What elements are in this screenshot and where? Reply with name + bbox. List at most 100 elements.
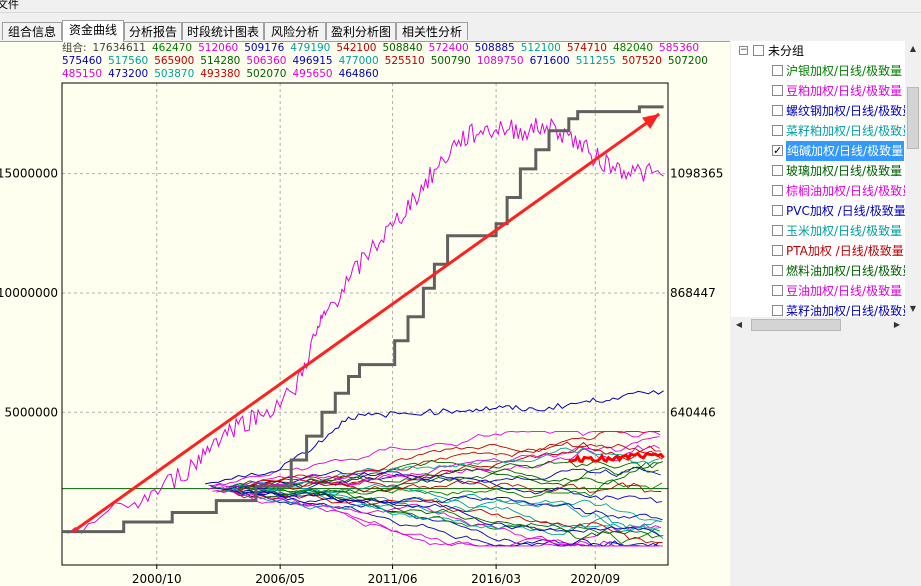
tree-group-label: 未分组 xyxy=(768,44,805,58)
legend-item: 574710 xyxy=(566,42,607,54)
scroll-down-icon[interactable]: ▼ xyxy=(905,301,921,317)
menu-file[interactable]: 文件 xyxy=(0,0,19,11)
strategy-curve xyxy=(212,489,659,547)
item-checkbox[interactable] xyxy=(772,305,783,316)
strategy-panel: − 未分组 沪银加权/日线/极致量豆粕加权/日线/极致量 螺纹钢加权/日线/极致量… xyxy=(731,41,921,585)
tab-profit-chart[interactable]: 盈利分析图 xyxy=(326,22,396,40)
tree-item[interactable]: 菜籽粕加权/日线/极致量 xyxy=(731,121,905,141)
legend-item: 565900 xyxy=(154,55,195,67)
tree-item-label: 豆油加权/日线/极致量 xyxy=(786,284,903,298)
legend-item: 477000 xyxy=(338,55,379,67)
tab-period-stats[interactable]: 时段统计图表 xyxy=(182,22,264,40)
legend-item: 507200 xyxy=(667,55,708,67)
soda-strategy-curve xyxy=(568,451,665,464)
tree-item[interactable]: 菜籽油加权/日线/极致量 xyxy=(731,301,905,317)
tree-item[interactable]: 螺纹钢加权/日线/极致量 xyxy=(731,101,905,121)
tree-item-label: 棕榈油加权/日线/极致量 xyxy=(786,184,905,198)
tree-item-label: 沪银加权/日线/极致量 xyxy=(786,64,903,78)
y-tick-label-right: 868447 xyxy=(670,286,716,300)
strategy-curve xyxy=(247,474,662,493)
axis-labels: 5000000 10000000 15000000 640446 868447 10983… xyxy=(0,167,723,585)
tree-horizontal-scrollbar[interactable]: ◀ ▶ xyxy=(731,317,905,333)
strategy-curve xyxy=(244,486,664,540)
x-tick-label: 2020/09 xyxy=(570,572,620,585)
x-tick-label: 2011/06 xyxy=(368,572,418,585)
tab-analysis-report[interactable]: 分析报告 xyxy=(124,22,182,40)
tree-item[interactable]: PTA加权 /日线/极致量 xyxy=(731,241,905,261)
item-checkbox[interactable] xyxy=(772,105,783,116)
strategy-tree: − 未分组 沪银加权/日线/极致量豆粕加权/日线/极致量 螺纹钢加权/日线/极致量… xyxy=(731,41,905,317)
item-checkbox[interactable] xyxy=(772,141,783,161)
group-checkbox[interactable] xyxy=(753,45,764,56)
strategy-curve xyxy=(222,488,664,539)
x-tick-label: 2016/03 xyxy=(471,572,521,585)
tree-item-label: 燃料油加权/日线/极致量 xyxy=(786,264,905,278)
hscroll-thumb[interactable] xyxy=(751,319,841,331)
scroll-right-icon[interactable]: ▶ xyxy=(893,320,901,329)
x-tick-label: 2000/10 xyxy=(132,572,182,585)
plot-frame xyxy=(61,82,669,566)
strategy-curve xyxy=(229,444,660,488)
item-checkbox[interactable] xyxy=(772,245,783,256)
tab-risk-analysis[interactable]: 风险分析 xyxy=(264,22,326,40)
legend-item: 511255 xyxy=(575,55,616,67)
legend-item: 517560 xyxy=(108,55,149,67)
item-checkbox[interactable] xyxy=(772,125,783,136)
strategy-curve xyxy=(220,481,662,523)
legend-row-1: 组合: 17634611 462470 512060 509176 479190 54210… xyxy=(62,42,699,55)
y-tick-label-left: 15000000 xyxy=(0,167,58,181)
tree-item[interactable]: 燃料油加权/日线/极致量 xyxy=(731,261,905,281)
tab-correlation[interactable]: 相关性分析 xyxy=(396,22,468,40)
item-checkbox[interactable] xyxy=(772,185,783,196)
legend-item: 503870 xyxy=(154,68,195,80)
tree-item[interactable]: 沪银加权/日线/极致量 xyxy=(731,61,905,81)
item-checkbox[interactable] xyxy=(772,85,783,96)
legend-item: 585360 xyxy=(659,42,700,54)
item-checkbox[interactable] xyxy=(772,265,783,276)
collapse-icon[interactable]: − xyxy=(739,45,748,55)
tab-portfolio-info[interactable]: 组合信息 xyxy=(2,22,62,40)
magenta-strategy-curve xyxy=(61,117,664,534)
legend-item: 502070 xyxy=(246,68,287,80)
tree-vertical-scrollbar[interactable]: ▲ ▼ xyxy=(905,41,921,317)
legend-item: 493380 xyxy=(200,68,241,80)
legend-item: 500790 xyxy=(430,55,471,67)
tab-equity-curve[interactable]: 资金曲线 xyxy=(62,20,124,42)
legend-item: 462470 xyxy=(152,42,193,54)
legend-item: 542100 xyxy=(336,42,377,54)
legend-row-2: 575460 517560 565900 514280 506360 496915 4770… xyxy=(62,55,708,68)
item-checkbox[interactable] xyxy=(772,285,783,296)
legend-item: 671600 xyxy=(529,55,570,67)
legend-item: 506360 xyxy=(246,55,287,67)
scroll-thumb[interactable] xyxy=(907,87,919,149)
legend-item: 512100 xyxy=(520,42,561,54)
item-checkbox[interactable] xyxy=(772,225,783,236)
strategy-curve xyxy=(231,490,662,537)
scroll-up-icon[interactable]: ▲ xyxy=(905,41,921,57)
legend-item: 473200 xyxy=(108,68,149,80)
tree-item[interactable]: 豆油加权/日线/极致量 xyxy=(731,281,905,301)
chart-axes xyxy=(61,82,669,569)
item-checkbox[interactable] xyxy=(772,65,783,76)
legend-item: 514280 xyxy=(200,55,241,67)
tree-item[interactable]: 豆粕加权/日线/极致量 xyxy=(731,81,905,101)
y-tick-label-left: 10000000 xyxy=(0,286,58,300)
equity-chart: 5000000 10000000 15000000 640446 868447 10983… xyxy=(0,82,723,585)
y-tick-label-left: 5000000 xyxy=(5,405,58,419)
tree-group-row[interactable]: − 未分组 xyxy=(731,41,905,61)
tree-item[interactable]: 玉米加权/日线/极致量 xyxy=(731,221,905,241)
tree-item[interactable]: PVC加权 /日线/极致量 xyxy=(731,201,905,221)
strategy-curves xyxy=(207,430,664,547)
item-checkbox[interactable] xyxy=(772,165,783,176)
tree-item-label: PVC加权 /日线/极致量 xyxy=(786,204,905,218)
item-checkbox[interactable] xyxy=(772,205,783,216)
tree-item-label: PTA加权 /日线/极致量 xyxy=(786,244,904,258)
strategy-curve xyxy=(238,459,664,488)
tree-item[interactable]: 棕榈油加权/日线/极致量 xyxy=(731,181,905,201)
tree-item[interactable]: 玻璃加权/日线/极致量 xyxy=(731,161,905,181)
tree-item[interactable]: 纯碱加权/日线/极致量 xyxy=(731,141,905,161)
tree-item-label: 菜籽油加权/日线/极致量 xyxy=(786,304,905,317)
scroll-left-icon[interactable]: ◀ xyxy=(735,320,743,329)
strategy-curve xyxy=(239,466,659,495)
legend-item: 464860 xyxy=(338,68,379,80)
